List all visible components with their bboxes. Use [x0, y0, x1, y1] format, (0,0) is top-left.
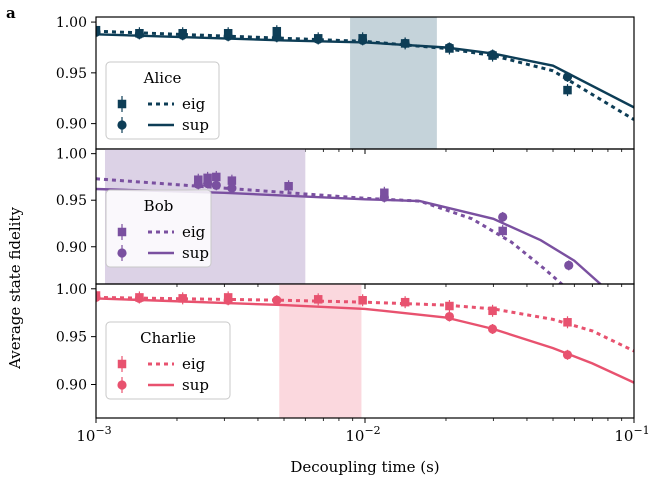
eig-line — [96, 29, 634, 121]
y-tick-label: 0.95 — [56, 330, 87, 346]
legend-sup-marker — [117, 120, 127, 130]
eig-point — [313, 295, 323, 304]
eig-point — [194, 175, 203, 184]
sup-line — [96, 187, 603, 284]
eig-point — [488, 306, 497, 316]
legend-sup-label: sup — [182, 116, 209, 134]
sup-point — [272, 295, 282, 305]
plot-area — [96, 284, 634, 418]
sup-point — [498, 212, 508, 222]
eig-point — [284, 181, 293, 191]
eig-line — [96, 295, 634, 353]
legend-title: Bob — [144, 197, 174, 215]
eig-point — [178, 28, 187, 38]
y-tick-label: 0.90 — [56, 240, 87, 256]
eig-point — [445, 44, 454, 53]
shaded-region — [279, 284, 362, 418]
legend-sup-label: sup — [182, 244, 209, 262]
eig-point — [358, 296, 367, 305]
sup-point — [487, 324, 498, 334]
y-tick-label: 1.00 — [56, 147, 87, 163]
legend-eig-marker — [117, 359, 127, 369]
legend-eig-marker — [117, 227, 127, 237]
eig-point — [96, 291, 101, 300]
y-tick-label: 0.95 — [56, 193, 87, 209]
legend-eig-label: eig — [182, 223, 206, 241]
legend-box — [105, 321, 231, 400]
legend-eig-marker — [117, 99, 127, 109]
eig-point — [445, 301, 454, 311]
y-tick-label: 1.00 — [56, 15, 87, 31]
legend-sup-label: sup — [182, 376, 209, 394]
y-tick-label: 0.95 — [56, 66, 87, 82]
eig-line — [96, 177, 564, 284]
sup-point — [444, 311, 455, 322]
x-tick-label: 10−3 — [76, 424, 111, 445]
y-axis-label: Average state fidelity — [6, 207, 24, 370]
eig-point — [358, 34, 367, 43]
sup-point — [211, 180, 221, 190]
legend-title: Charlie — [140, 329, 196, 347]
y-tick-label: 1.00 — [56, 282, 87, 298]
legend-title: Alice — [143, 69, 182, 87]
eig-point — [380, 188, 389, 198]
eig-point — [498, 226, 507, 236]
plot-area — [96, 17, 634, 149]
eig-point — [178, 294, 187, 303]
eig-point — [313, 34, 323, 43]
sup-line — [96, 297, 634, 384]
panel-charlie: 1.00 0.95 0.90 Charlie eig sup — [56, 282, 635, 423]
eig-point — [203, 173, 212, 183]
x-axis-label: Decoupling time (s) — [290, 458, 439, 476]
x-tick-label: 10−2 — [345, 424, 380, 445]
eig-point — [223, 293, 233, 302]
sup-point — [562, 350, 573, 360]
eig-point — [488, 51, 497, 60]
eig-point — [563, 85, 572, 95]
legend-sup-marker — [117, 248, 127, 258]
y-tick-label: 0.90 — [56, 378, 87, 394]
eig-point — [227, 176, 237, 185]
sup-point — [562, 72, 573, 82]
legend: Charlie eig sup — [105, 321, 231, 400]
legend-sup-marker — [117, 380, 127, 390]
eig-point — [135, 28, 144, 38]
y-tick-label: 0.90 — [56, 117, 87, 133]
sup-point — [227, 183, 237, 193]
legend-box — [105, 189, 212, 268]
eig-point — [400, 297, 410, 307]
eig-point — [563, 318, 572, 327]
eig-point — [272, 26, 282, 36]
panel-label: a — [6, 4, 16, 22]
legend-eig-label: eig — [182, 355, 206, 373]
sup-point — [564, 260, 574, 270]
x-tick-label: 10−1 — [614, 424, 649, 445]
legend-box — [105, 61, 220, 140]
eig-point — [135, 293, 144, 302]
eig-point — [223, 28, 233, 38]
legend-eig-label: eig — [182, 95, 206, 113]
eig-point — [212, 172, 221, 182]
eig-point — [400, 39, 410, 48]
eig-point — [96, 25, 101, 35]
